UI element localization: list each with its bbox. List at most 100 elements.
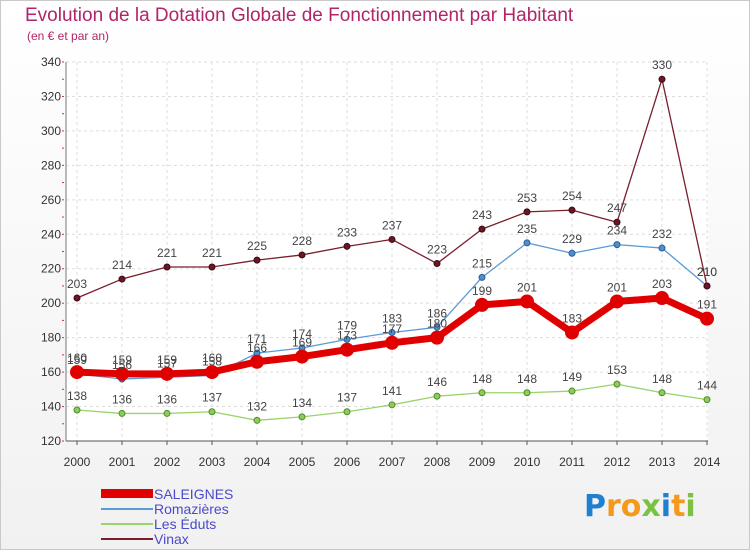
data-label-les-eduts: 153: [607, 363, 627, 377]
data-point-vinax: [613, 218, 621, 226]
logo-letter: P: [584, 489, 606, 524]
x-tick-label: 2004: [244, 455, 271, 469]
data-point-saleignes: [430, 330, 444, 345]
data-label-vinax: 237: [382, 218, 402, 232]
legend-label-les-eduts: Les Éduts: [154, 516, 217, 532]
x-tick-label: 2013: [649, 455, 676, 469]
data-point-saleignes: [115, 366, 129, 381]
x-tick-label: 2005: [289, 455, 316, 469]
legend-label-saleignes: SALEIGNES: [154, 486, 234, 502]
data-label-saleignes: 160: [202, 351, 222, 365]
plot-area: [66, 62, 708, 441]
data-label-les-eduts: 138: [67, 389, 87, 403]
data-label-vinax: 225: [247, 239, 267, 253]
logo-letter: x: [641, 489, 661, 524]
data-label-saleignes: 201: [517, 280, 537, 294]
data-point-vinax: [73, 294, 81, 302]
data-point-saleignes: [340, 342, 354, 357]
x-tick-label: 2010: [514, 455, 541, 469]
data-label-romazieres: 210: [697, 265, 717, 279]
data-label-vinax: 247: [607, 201, 627, 215]
data-point-romazieres: [388, 328, 396, 336]
data-point-romazieres: [613, 241, 621, 249]
data-label-vinax: 233: [337, 225, 357, 239]
data-label-romazieres: 183: [382, 311, 402, 325]
data-point-les-eduts: [568, 387, 576, 395]
x-tick-label: 2000: [64, 455, 91, 469]
legend-item-romazieres[interactable]: Romazières: [101, 501, 321, 517]
data-label-romazieres: 234: [607, 224, 627, 238]
x-tick-label: 2014: [694, 455, 721, 469]
data-label-les-eduts: 134: [292, 396, 312, 410]
x-tick-label: 2002: [154, 455, 181, 469]
y-tick-label: 340: [41, 55, 61, 69]
data-label-romazieres: 174: [292, 327, 312, 341]
data-label-saleignes: 180: [427, 317, 447, 331]
data-point-romazieres: [478, 273, 486, 281]
legend-swatch-vinax: [101, 538, 153, 540]
y-tick-label: 220: [41, 262, 61, 276]
data-label-les-eduts: 144: [697, 379, 717, 393]
data-label-saleignes: 199: [472, 284, 492, 298]
data-point-vinax: [343, 242, 351, 250]
data-point-romazieres: [568, 249, 576, 257]
data-label-les-eduts: 136: [112, 392, 132, 406]
x-tick-label: 2008: [424, 455, 451, 469]
legend-swatch-romazieres: [101, 508, 153, 510]
data-point-romazieres: [523, 239, 531, 247]
data-point-romazieres: [658, 244, 666, 252]
x-tick-label: 2001: [109, 455, 136, 469]
data-point-saleignes: [475, 297, 489, 312]
data-point-les-eduts: [73, 406, 81, 414]
legend-item-les-eduts[interactable]: Les Éduts: [101, 516, 321, 532]
data-label-vinax: 221: [157, 246, 177, 260]
data-label-vinax: 203: [67, 277, 87, 291]
logo-letter: i: [660, 489, 672, 524]
data-point-saleignes: [700, 311, 714, 326]
legend-swatch-les-eduts: [101, 523, 153, 525]
data-label-saleignes: 169: [292, 336, 312, 350]
data-point-vinax: [298, 251, 306, 259]
data-label-les-eduts: 132: [247, 399, 267, 413]
data-point-saleignes: [385, 335, 399, 350]
data-point-vinax: [568, 206, 576, 214]
data-point-les-eduts: [523, 389, 531, 397]
legend-item-vinax[interactable]: Vinax: [101, 531, 321, 547]
data-label-vinax: 214: [112, 258, 132, 272]
y-tick-label: 280: [41, 158, 61, 172]
proxiti-logo: Proxiti: [584, 489, 696, 524]
data-label-vinax: 210: [697, 265, 717, 279]
y-tick-label: 120: [41, 434, 61, 448]
data-point-les-eduts: [208, 408, 216, 416]
data-label-vinax: 221: [202, 246, 222, 260]
logo-letter: r: [606, 489, 621, 524]
data-point-les-eduts: [388, 401, 396, 409]
data-label-les-eduts: 149: [562, 370, 582, 384]
data-label-vinax: 223: [427, 243, 447, 257]
data-point-vinax: [118, 275, 126, 283]
legend-swatch-saleignes: [101, 489, 153, 498]
data-label-les-eduts: 141: [382, 384, 402, 398]
data-point-les-eduts: [613, 380, 621, 388]
y-tick-label: 240: [41, 227, 61, 241]
data-point-les-eduts: [703, 396, 711, 404]
data-label-saleignes: 177: [382, 322, 402, 336]
data-point-saleignes: [205, 365, 219, 380]
y-tick-label: 160: [41, 365, 61, 379]
y-tick-label: 260: [41, 193, 61, 207]
data-point-saleignes: [520, 294, 534, 309]
data-point-vinax: [388, 235, 396, 243]
x-tick-label: 2003: [199, 455, 226, 469]
x-tick-label: 2006: [334, 455, 361, 469]
data-point-vinax: [703, 282, 711, 290]
legend-item-saleignes[interactable]: SALEIGNES: [101, 486, 321, 502]
y-tick-label: 200: [41, 296, 61, 310]
data-label-romazieres: 235: [517, 222, 537, 236]
y-tick-label: 180: [41, 331, 61, 345]
data-point-les-eduts: [298, 413, 306, 421]
data-label-saleignes: 166: [247, 341, 267, 355]
y-tick-label: 320: [41, 89, 61, 103]
data-label-romazieres: 186: [427, 306, 447, 320]
data-label-saleignes: 160: [67, 351, 87, 365]
